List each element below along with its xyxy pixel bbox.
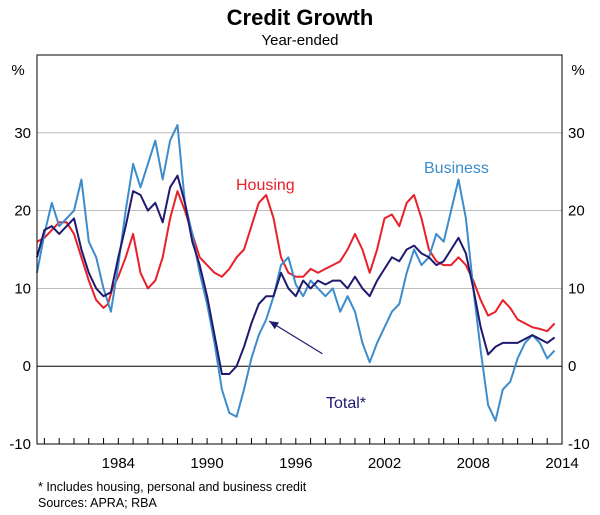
y-tick-label-left: 0	[23, 358, 31, 375]
chart-title: Credit Growth	[227, 5, 374, 30]
y-tick-label-right: 0	[568, 358, 576, 375]
x-tick-label: 2002	[368, 455, 401, 472]
x-tick-label: 1984	[102, 455, 135, 472]
x-axis-ticks	[43, 438, 563, 444]
plot-border	[36, 54, 563, 445]
y-tick-label-left: 20	[14, 203, 31, 220]
series-lines	[36, 124, 556, 422]
y-unit-left: %	[11, 62, 24, 79]
series-line-business	[36, 124, 556, 422]
y-tick-label-right: 20	[568, 203, 585, 220]
x-tick-label: 1990	[190, 455, 223, 472]
total-label: Total*	[326, 395, 366, 412]
sources: Sources: APRA; RBA	[38, 496, 157, 510]
y-tick-label-left: 10	[14, 280, 31, 297]
total-arrow	[268, 320, 323, 355]
series-line-housing	[36, 190, 556, 333]
chart-subtitle: Year-ended	[261, 32, 338, 49]
y-tick-label-right: 30	[568, 125, 585, 142]
x-tick-label: 2014	[545, 455, 578, 472]
business-label: Business	[424, 160, 489, 177]
x-tick-label: 1996	[279, 455, 312, 472]
y-tick-label-left: 30	[14, 125, 31, 142]
footnote: * Includes housing, personal and busines…	[38, 480, 307, 494]
housing-label: Housing	[236, 177, 295, 194]
plot-frame	[36, 54, 563, 445]
y-unit-right: %	[571, 62, 584, 79]
y-tick-label-right: -10	[568, 436, 590, 453]
y-axis-labels: -10 -10 0 0 10 10 20 20 30 30	[9, 125, 589, 453]
x-tick-label: 2008	[457, 455, 490, 472]
y-tick-label-right: 10	[568, 280, 585, 297]
series-line-total	[36, 174, 556, 375]
total-arrowhead	[269, 321, 279, 330]
y-tick-label-left: -10	[9, 436, 31, 453]
x-axis-labels: 1984 1990 1996 2002 2008 2014	[102, 455, 579, 472]
